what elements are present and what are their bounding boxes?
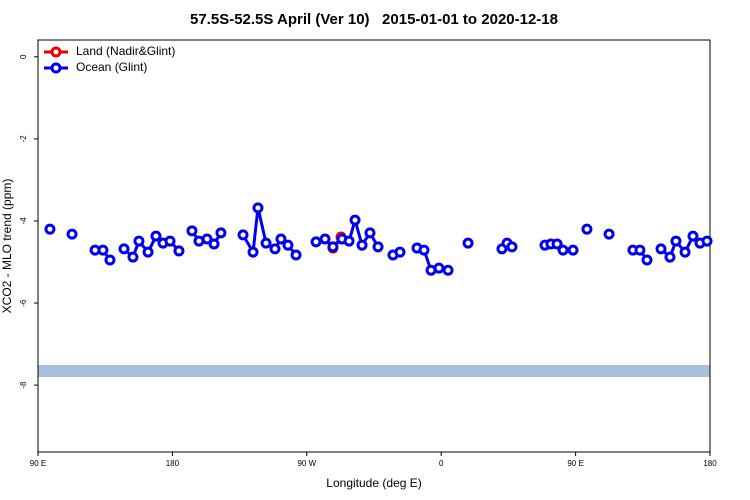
point [551, 238, 563, 250]
point [327, 241, 339, 253]
point [687, 230, 699, 242]
point [260, 237, 272, 249]
point [127, 251, 139, 263]
point [215, 227, 227, 239]
point [364, 227, 376, 239]
point [208, 238, 220, 250]
legend-marker [50, 46, 62, 58]
point [701, 235, 713, 247]
point [290, 249, 302, 261]
point [567, 244, 579, 256]
x-tick-label: 90 W [297, 459, 316, 468]
legend-label: Ocean (Glint) [76, 60, 147, 74]
point [97, 244, 109, 256]
y-tick-label: -4 [19, 217, 28, 225]
point [394, 246, 406, 258]
land-strip [38, 365, 710, 377]
point [275, 233, 287, 245]
point [319, 233, 331, 245]
y-tick-label: 0 [19, 54, 28, 59]
point [173, 245, 185, 257]
x-tick-label: 90 E [30, 459, 46, 468]
point [655, 243, 667, 255]
point [506, 241, 518, 253]
point [641, 254, 653, 266]
legend-label: Land (Nadir&Glint) [76, 44, 175, 58]
point [201, 233, 213, 245]
point [372, 241, 384, 253]
point [356, 239, 368, 251]
point [462, 237, 474, 249]
point [433, 262, 445, 274]
point [664, 251, 676, 263]
point [679, 246, 691, 258]
point [282, 239, 294, 251]
point [237, 229, 249, 241]
point [247, 246, 259, 258]
point [44, 223, 56, 235]
point [150, 230, 162, 242]
x-tick-label: 180 [166, 459, 180, 468]
point [581, 223, 593, 235]
point [252, 202, 264, 214]
x-tick-label: 0 [439, 459, 444, 468]
point [634, 244, 646, 256]
point [557, 244, 569, 256]
point [142, 246, 154, 258]
y-tick-label: -2 [19, 135, 28, 143]
series-line [95, 207, 708, 273]
point [164, 235, 176, 247]
point [442, 264, 454, 276]
point [603, 228, 615, 240]
point [133, 235, 145, 247]
y-tick-label: -8 [19, 381, 28, 389]
point [104, 254, 116, 266]
chart-title: 57.5S-52.5S April (Ver 10) 2015-01-01 to… [190, 11, 558, 28]
plot-frame [37, 39, 711, 453]
x-tick-label: 90 E [567, 459, 583, 468]
point [118, 243, 130, 255]
legend-marker [50, 62, 62, 74]
point [186, 225, 198, 237]
point [343, 235, 355, 247]
point [349, 214, 361, 226]
y-axis-label: XCO2 - MLO trend (ppm) [0, 179, 14, 314]
point [66, 228, 78, 240]
point [269, 243, 281, 255]
y-tick-label: -6 [19, 299, 28, 307]
x-axis-label: Longitude (deg E) [326, 476, 421, 490]
point [310, 236, 322, 248]
point [418, 244, 430, 256]
x-tick-label: 180 [703, 459, 717, 468]
point [670, 235, 682, 247]
